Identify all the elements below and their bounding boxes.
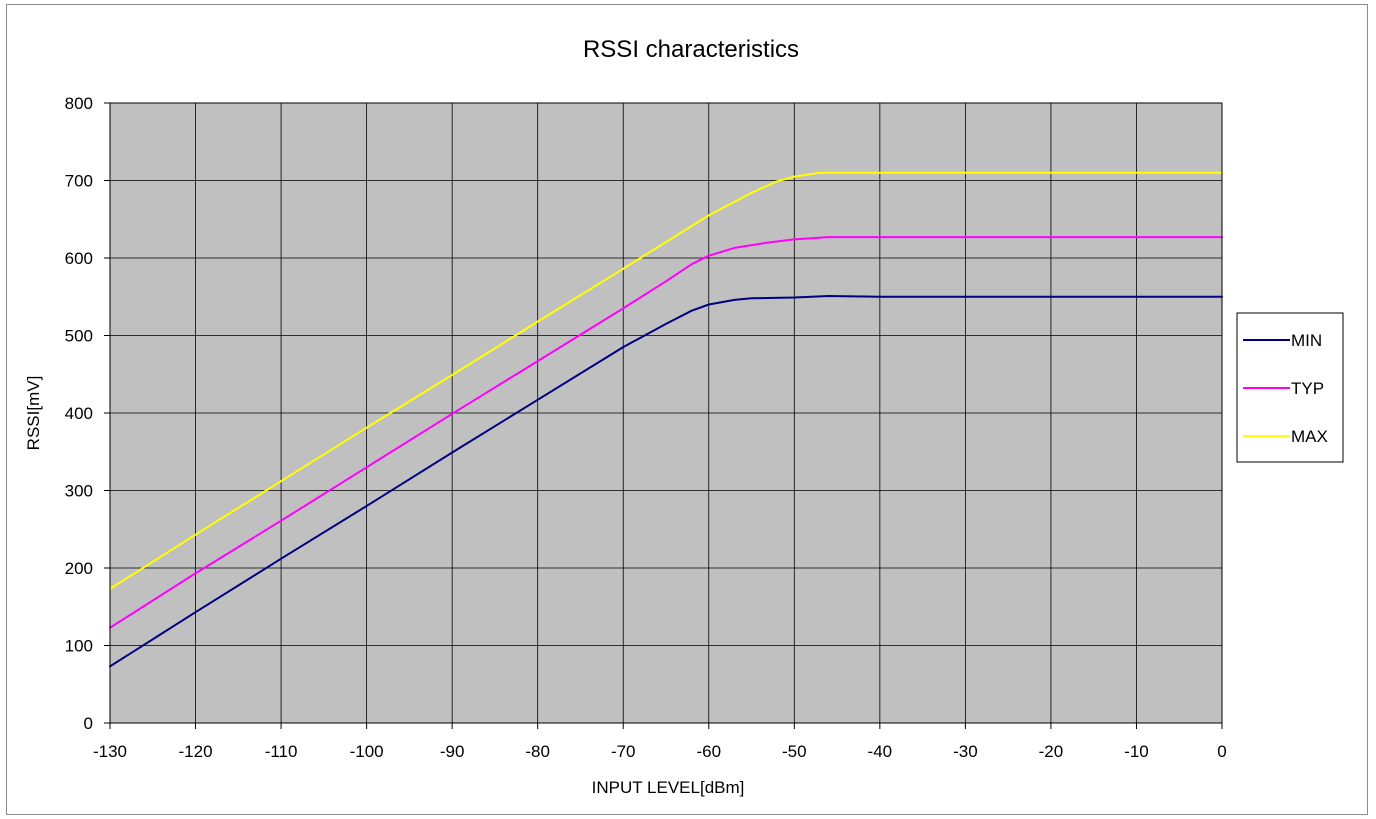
plot-border (109, 102, 1223, 724)
y-tick-labels: 0 100 200 300 400 500 600 700 800 (65, 94, 93, 733)
x-axis-label: INPUT LEVEL[dBm] (592, 778, 745, 797)
y-tick-label: 600 (65, 249, 93, 268)
y-axis-label: RSSI[mV] (24, 376, 43, 451)
y-tick-label: 800 (65, 94, 93, 113)
series-line-typ (109, 236, 1223, 629)
x-tick-label: -80 (525, 742, 550, 761)
legend-label-typ: TYP (1291, 379, 1324, 398)
x-tick-labels: -130 -120 -110 -100 -90 -80 -70 -60 -50 -40 -30 -20… (93, 742, 1227, 761)
x-tick-label: 0 (1217, 742, 1226, 761)
series-lines (109, 171, 1223, 668)
x-tick-label: -130 (93, 742, 127, 761)
legend-label-min: MIN (1291, 331, 1322, 350)
legend: MIN TYP MAX (1236, 312, 1344, 463)
y-tick-label: 700 (65, 172, 93, 191)
x-tick-label: -20 (1039, 742, 1064, 761)
x-tick-label: -110 (265, 742, 298, 761)
x-tick-label: -50 (782, 742, 807, 761)
x-tick-label: -10 (1124, 742, 1149, 761)
series-line-min (109, 295, 1223, 668)
chart-title: RSSI characteristics (583, 36, 799, 63)
series-line-max (109, 171, 1223, 590)
x-tick-label: -40 (868, 742, 893, 761)
y-tick-label: 400 (65, 404, 93, 423)
x-tick-label: -120 (179, 742, 213, 761)
legend-label-max: MAX (1291, 427, 1328, 446)
y-tick-label: 500 (65, 327, 93, 346)
x-tick-label: -70 (611, 742, 636, 761)
x-tick-label: -60 (696, 742, 721, 761)
y-tick-label: 200 (65, 559, 93, 578)
y-tick-label: 300 (65, 482, 93, 501)
y-tick-label: 0 (84, 714, 93, 733)
x-tick-label: -90 (440, 742, 465, 761)
x-tick-label: -30 (953, 742, 978, 761)
x-tick-label: -100 (350, 742, 384, 761)
y-tick-label: 100 (65, 637, 93, 656)
